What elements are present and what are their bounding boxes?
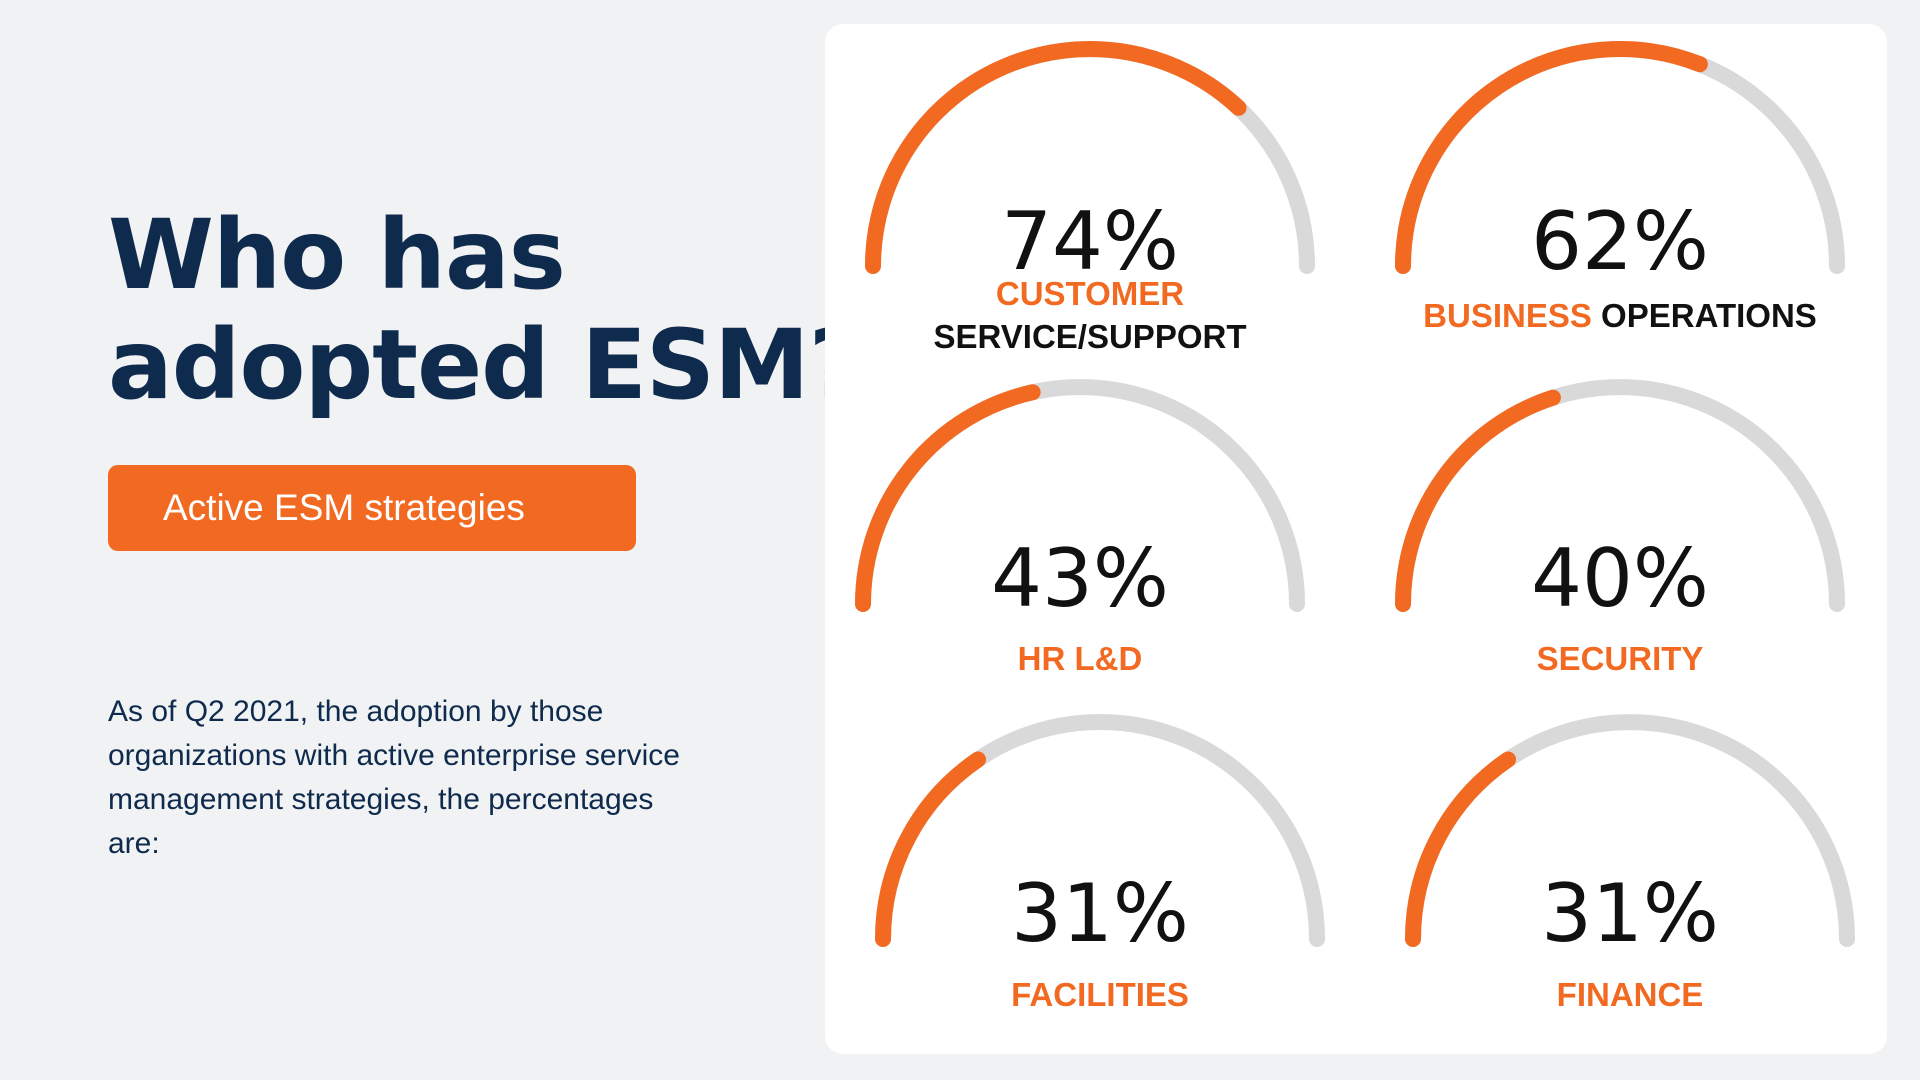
gauge-fill [1395, 389, 1561, 612]
gauge-chart: 74%CUSTOMER SERVICE/SUPPORT 62% BUSINESS OP… [855, 41, 1855, 1013]
gauge-category-label: SERVICE/SUPPORT [934, 318, 1247, 355]
gauge-label-segment: SECURITY [1537, 640, 1704, 677]
gauge-value-label: 74% [1001, 195, 1179, 288]
gauge-5: 31% FACILITIES [875, 714, 1325, 1013]
gauge-3: 43% HR L&D [855, 379, 1305, 677]
title-line-1: Who has [108, 199, 566, 311]
gauge-category-label: BUSINESS OPERATIONS [1423, 297, 1817, 334]
gauge-value-label: 62% [1531, 195, 1709, 288]
gauge-category-label: HR L&D [1018, 640, 1143, 677]
gauge-1: 74%CUSTOMER SERVICE/SUPPORT [865, 41, 1315, 355]
gauge-fill [865, 41, 1247, 274]
gauge-category-label: SECURITY [1537, 640, 1704, 677]
gauge-label-segment: HR L&D [1018, 640, 1143, 677]
gauge-category-label: FACILITIES [1011, 976, 1189, 1013]
gauge-value-label: 40% [1531, 532, 1709, 625]
gauge-label-segment: CUSTOMER [996, 275, 1184, 312]
title-line-2: adopted ESM? [108, 309, 864, 421]
gauge-category-label: FINANCE [1557, 976, 1704, 1013]
description-text: As of Q2 2021, the adoption by those org… [108, 695, 680, 860]
page-title: Who has adopted ESM? [108, 199, 864, 421]
gauge-fill [875, 751, 987, 947]
gauge-fill [855, 384, 1041, 612]
gauge-label-segment: BUSINESS [1423, 297, 1592, 334]
gauge-value-label: 43% [991, 532, 1169, 625]
gauge-value-label: 31% [1011, 867, 1189, 960]
gauge-fill [1395, 41, 1708, 274]
gauge-fill [1405, 751, 1517, 947]
gauge-value-label: 31% [1541, 867, 1719, 960]
gauge-label-segment: FACILITIES [1011, 976, 1189, 1013]
active-esm-strategies-tag: Active ESM strategies [108, 465, 636, 551]
gauge-2: 62% BUSINESS OPERATIONS [1395, 41, 1845, 334]
gauge-label-segment: SERVICE/SUPPORT [934, 318, 1247, 355]
gauge-6: 31% FINANCE [1405, 714, 1855, 1013]
gauges-panel: 74% CUSTOMER SERVICE/SUPPORT 62% BUSINESS OP… [825, 24, 1887, 1054]
gauge-4: 40% SECURITY [1395, 379, 1845, 677]
gauge-label-segment: FINANCE [1557, 976, 1704, 1013]
gauge-category-label: CUSTOMER [996, 275, 1184, 312]
gauge-label-segment: OPERATIONS [1592, 297, 1817, 334]
